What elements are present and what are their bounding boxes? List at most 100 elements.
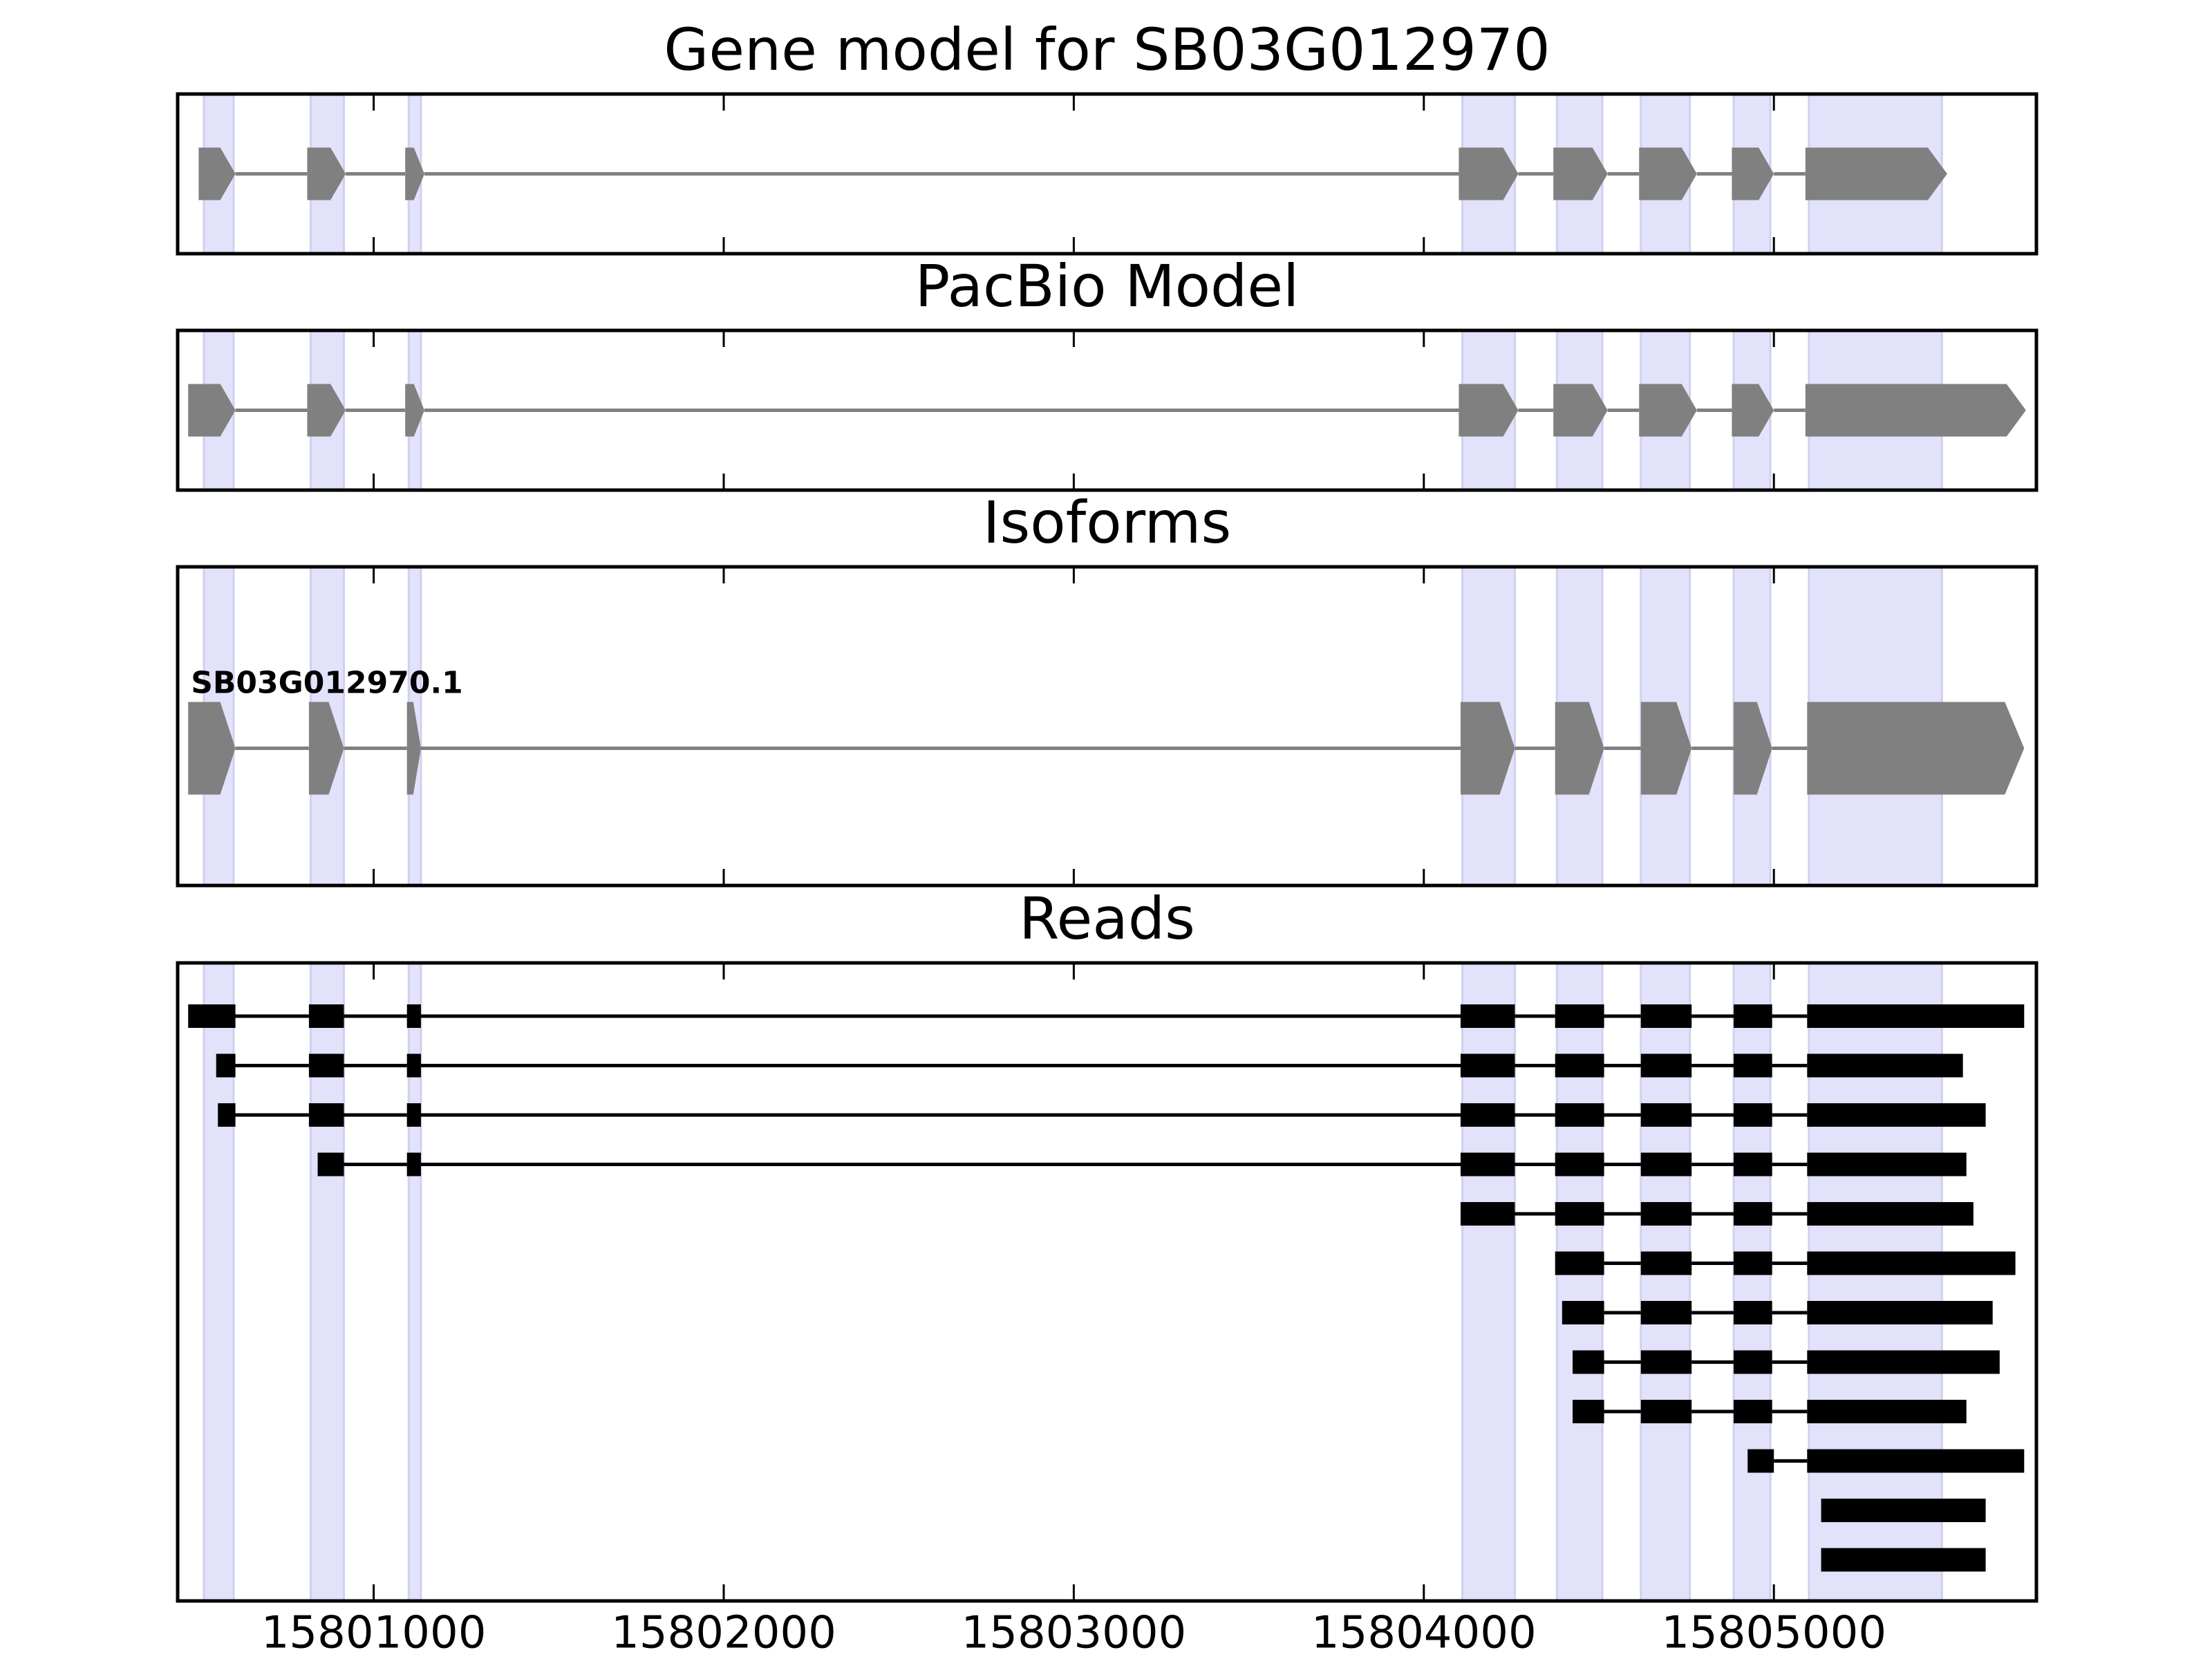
exon-arrow	[406, 702, 421, 795]
read-block	[1733, 1152, 1772, 1177]
read-block	[1460, 1202, 1515, 1226]
exon-arrow	[1732, 147, 1774, 200]
exon-arrow	[188, 702, 236, 795]
read-block	[1733, 1350, 1772, 1374]
x-tick-label: 15803000	[962, 1608, 1187, 1659]
read-block	[1460, 1152, 1515, 1177]
read-block	[406, 1053, 421, 1078]
read-block	[1555, 1103, 1604, 1127]
read-block	[1733, 1103, 1772, 1127]
panel-title: PacBio Model	[915, 252, 1300, 320]
read-block	[1821, 1499, 1986, 1522]
read-block	[406, 1103, 421, 1127]
read-row	[1573, 1400, 1967, 1423]
read-block	[308, 1004, 344, 1028]
read-block	[1807, 1251, 2016, 1275]
exon-arrow	[1459, 384, 1519, 437]
panel-frame	[176, 565, 2038, 888]
exon-arrow	[307, 384, 346, 437]
read-block	[1733, 1301, 1772, 1324]
read-row	[218, 1103, 1986, 1127]
read-block	[1640, 1152, 1692, 1177]
read-block	[1640, 1004, 1692, 1028]
exon-arrow	[1805, 384, 2026, 437]
read-block	[1807, 1301, 1993, 1324]
x-tick-label: 15802000	[611, 1608, 836, 1659]
read-block	[1807, 1400, 1967, 1423]
exon-arrow	[405, 147, 424, 200]
panel-1: PacBio Model	[176, 252, 2038, 492]
read-block	[1460, 1053, 1515, 1078]
read-block	[1747, 1449, 1774, 1473]
read-row	[1555, 1251, 2016, 1275]
read-block	[406, 1152, 421, 1177]
read-block	[1562, 1301, 1604, 1324]
read-block	[1821, 1548, 1986, 1572]
x-tick-label: 15804000	[1311, 1608, 1537, 1659]
exon-arrow	[188, 384, 236, 437]
isoform-label: SB03G012970.1	[191, 666, 463, 701]
read-block	[1807, 1449, 2025, 1473]
exon-arrow	[1734, 702, 1772, 795]
read-row	[1562, 1301, 1993, 1324]
exon-arrow	[307, 147, 346, 200]
read-block	[1460, 1004, 1515, 1028]
read-block	[1807, 1202, 1974, 1226]
read-row	[1460, 1202, 1974, 1226]
read-block	[406, 1004, 421, 1028]
read-block	[1733, 1202, 1772, 1226]
read-block	[1555, 1152, 1604, 1177]
panel-3: Reads	[176, 885, 2038, 1603]
read-block	[1733, 1400, 1772, 1423]
exon-arrow	[1807, 702, 2025, 795]
panel-frame	[176, 328, 2038, 492]
exon-arrow	[405, 384, 424, 437]
read-block	[1555, 1053, 1604, 1078]
exon-arrow	[1732, 384, 1774, 437]
read-block	[218, 1103, 236, 1127]
read-block	[1573, 1400, 1604, 1423]
read-row	[216, 1053, 1963, 1078]
exon-arrow	[1461, 702, 1515, 795]
exon-arrow	[1805, 147, 1947, 200]
read-block	[1640, 1202, 1692, 1226]
read-block	[1807, 1004, 2025, 1028]
read-block	[216, 1053, 236, 1078]
read-block	[1640, 1103, 1692, 1127]
panel-title: Isoforms	[983, 489, 1232, 556]
x-tick-label: 15801000	[261, 1608, 487, 1659]
read-block	[1555, 1251, 1604, 1275]
exon-arrow	[1640, 702, 1692, 795]
panel-frame	[176, 961, 2038, 1603]
read-block	[1733, 1251, 1772, 1275]
read-block	[1807, 1053, 1963, 1078]
panel-2: Isoforms SB03G012970.1	[176, 489, 2038, 888]
exon-arrow	[1459, 147, 1519, 200]
read-block	[308, 1053, 344, 1078]
read-block	[1733, 1004, 1772, 1028]
exon-arrow	[1639, 147, 1697, 200]
read-block	[1640, 1053, 1692, 1078]
panel-frame	[176, 92, 2038, 256]
panel-title: Gene model for SB03G012970	[664, 16, 1550, 84]
read-block	[1807, 1350, 2000, 1374]
read-row	[1747, 1449, 2025, 1473]
exon-arrow	[1553, 147, 1608, 200]
read-block	[1555, 1202, 1604, 1226]
read-block	[1573, 1350, 1604, 1374]
read-block	[1640, 1400, 1692, 1423]
read-block	[308, 1103, 344, 1127]
read-row	[1821, 1499, 1986, 1522]
read-block	[317, 1152, 344, 1177]
panel-title: Reads	[1019, 885, 1195, 953]
x-tick-label: 15805000	[1661, 1608, 1886, 1659]
exon-arrow	[198, 147, 236, 200]
exon-arrow	[308, 702, 344, 795]
exon-arrow	[1639, 384, 1697, 437]
read-row	[1821, 1548, 1986, 1572]
read-block	[1640, 1350, 1692, 1374]
read-row	[1573, 1350, 2000, 1374]
panel-0: Gene model for SB03G012970	[176, 16, 2038, 256]
read-block	[1555, 1004, 1604, 1028]
